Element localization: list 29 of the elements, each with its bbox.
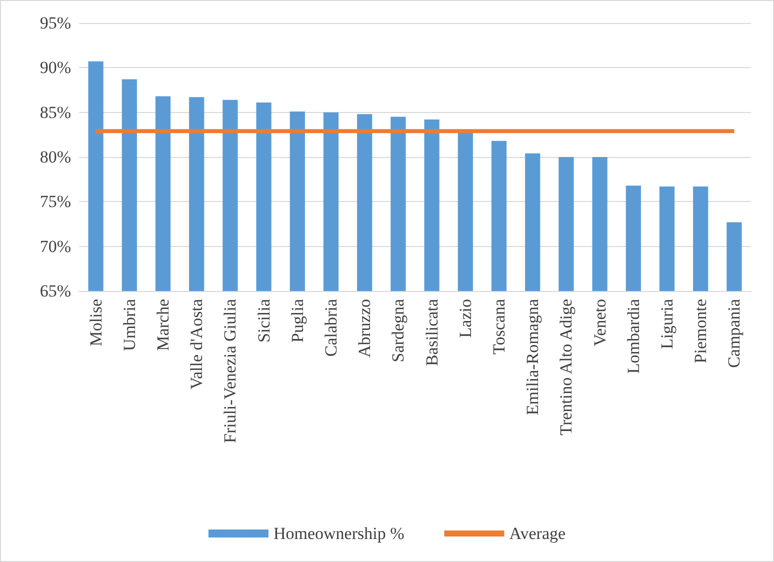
y-tick-label: 65% xyxy=(40,282,71,300)
legend-label: Average xyxy=(509,524,566,543)
x-tick-label: Molise xyxy=(86,299,106,346)
x-tick-label: Abruzzo xyxy=(355,299,374,358)
x-tick-label: Lazio xyxy=(456,299,475,338)
y-tick-label: 85% xyxy=(40,102,71,122)
x-tick-label: Toscana xyxy=(490,298,508,354)
y-tick-label: 75% xyxy=(40,192,71,212)
y-tick-label: 70% xyxy=(40,236,71,256)
legend-label: Homeownership % xyxy=(273,524,404,543)
x-tick-label: Liguria xyxy=(658,298,676,350)
x-tick-label: Lombardia xyxy=(624,298,643,374)
x-tick-label: Sardegna xyxy=(388,298,408,362)
x-tick-label: Veneto xyxy=(590,299,610,346)
x-tick-label: Marche xyxy=(154,299,172,351)
x-tick-label: Puglia xyxy=(288,298,307,342)
x-tick-label: Sicilia xyxy=(254,298,274,342)
y-tick-label: 95% xyxy=(40,14,71,32)
x-tick-label: Trentino Alto Adige xyxy=(556,299,576,436)
y-tick-label: 80% xyxy=(40,148,71,166)
x-tick-label: Umbria xyxy=(120,298,139,351)
x-tick-label: Calabria xyxy=(322,298,340,357)
x-tick-label: Campania xyxy=(724,298,744,368)
x-tick-label: Basilicata xyxy=(422,298,442,366)
x-tick-label: Piemonte xyxy=(691,299,710,364)
x-tick-label: Friuli-Venezia Giulia xyxy=(220,298,240,443)
x-tick-label: Valle d'Aosta xyxy=(187,298,206,390)
x-tick-label: Emilia-Romagna xyxy=(523,298,542,416)
y-tick-label: 90% xyxy=(40,58,71,78)
